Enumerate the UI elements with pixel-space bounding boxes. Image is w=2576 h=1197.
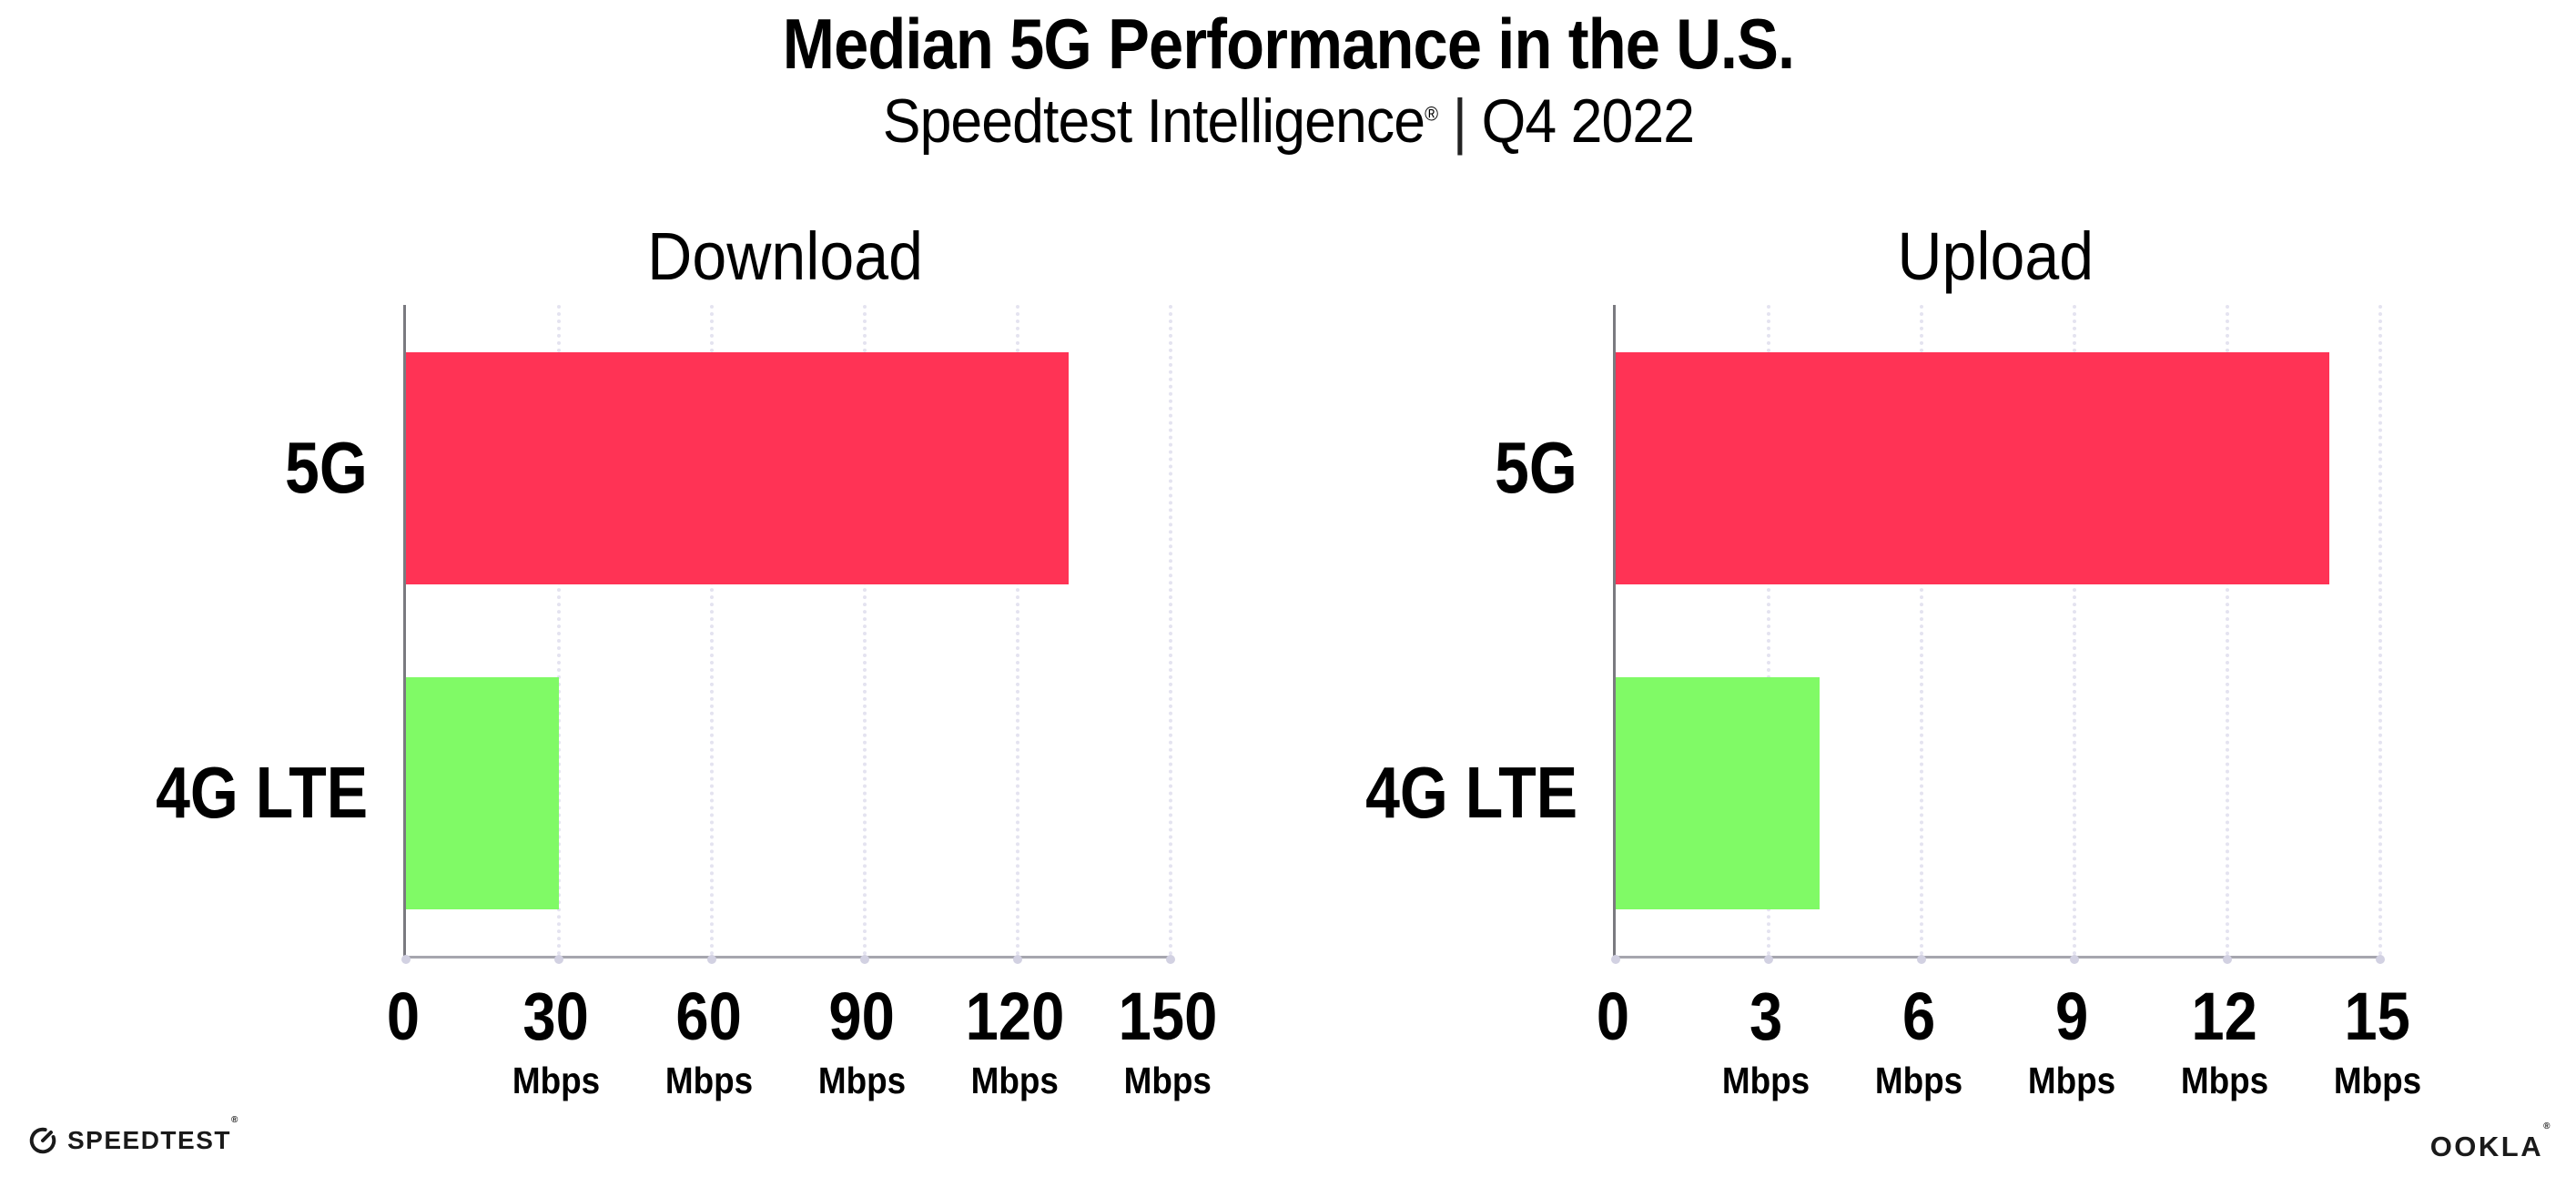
page-title: Median 5G Performance in the U.S. xyxy=(0,5,2576,82)
subtitle-separator: | xyxy=(1452,86,1466,156)
x-tick: 0 xyxy=(384,983,421,1050)
x-tick-unit: Mbps xyxy=(1123,1060,1212,1101)
axis-tick-dot xyxy=(1764,955,1773,964)
x-tick-unit: Mbps xyxy=(664,1060,754,1101)
x-tick: 6 Mbps xyxy=(1870,983,1967,1100)
x-tick: 90 Mbps xyxy=(813,983,910,1100)
x-tick: 120 Mbps xyxy=(958,983,1070,1100)
download-plot-area: 5G 4G LTE xyxy=(156,305,1175,964)
axis-tick-dot xyxy=(401,955,411,964)
bar xyxy=(1616,677,1820,910)
x-tick-label: 15 xyxy=(2344,979,2411,1054)
speedtest-wordmark: SPEEDTEST® xyxy=(67,1115,239,1155)
gridline xyxy=(1767,305,1770,956)
registered-mark: ® xyxy=(2543,1121,2552,1131)
gridline xyxy=(2073,305,2076,956)
upload-plot-area: 5G 4G LTE xyxy=(1365,305,2385,964)
x-tick-label: 30 xyxy=(522,979,590,1054)
gridline xyxy=(1920,305,1923,956)
upload-x-axis-ticks: 0 3 Mbps 6 Mbps 9 Mbps 12 Mbps 15 Mbps xyxy=(1597,983,2421,1129)
x-tick-unit: Mbps xyxy=(1874,1060,1963,1101)
speedtest-gauge-icon xyxy=(29,1127,56,1154)
axis-tick-dot xyxy=(707,955,716,964)
subtitle-brand: Speedtest Intelligence xyxy=(882,86,1425,156)
axis-tick-dot xyxy=(1917,955,1926,964)
registered-mark: ® xyxy=(1424,102,1438,126)
axis-tick-dot xyxy=(860,955,869,964)
axis-tick-dot xyxy=(554,955,563,964)
ookla-logo: OOKLA® xyxy=(2429,1122,2552,1163)
category-label: 4G LTE xyxy=(1365,752,1577,834)
bar xyxy=(406,351,1069,584)
upload-chart-title: Upload xyxy=(1897,218,2094,294)
axis-tick-dot xyxy=(2376,955,2385,964)
page-title-text: Median 5G Performance in the U.S. xyxy=(782,4,1794,84)
x-tick-unit: Mbps xyxy=(1721,1060,1810,1101)
gridline xyxy=(710,305,714,956)
x-tick-label: 3 xyxy=(1749,979,1783,1054)
x-tick-label: 120 xyxy=(965,979,1065,1054)
x-tick: 3 Mbps xyxy=(1717,983,1814,1100)
x-tick-label: 60 xyxy=(675,979,743,1054)
x-tick: 150 Mbps xyxy=(1111,983,1223,1100)
gridline xyxy=(557,305,561,956)
x-tick-label: 12 xyxy=(2191,979,2258,1054)
gridline xyxy=(1016,305,1019,956)
x-tick: 15 Mbps xyxy=(2328,983,2426,1100)
category-label: 5G xyxy=(1495,426,1577,508)
axis-tick-dot xyxy=(1013,955,1022,964)
gridline xyxy=(863,305,867,956)
axis-tick-dot xyxy=(1611,955,1620,964)
x-tick: 0 xyxy=(1594,983,1631,1050)
x-tick-unit: Mbps xyxy=(512,1060,601,1101)
x-tick-label: 150 xyxy=(1118,979,1218,1054)
bar xyxy=(1616,351,2329,584)
download-chart-title: Download xyxy=(647,218,924,294)
axis-tick-dot xyxy=(2223,955,2232,964)
gridline xyxy=(2378,305,2382,956)
x-tick: 30 Mbps xyxy=(507,983,604,1100)
x-tick-label: 6 xyxy=(1902,979,1936,1054)
x-tick: 60 Mbps xyxy=(660,983,757,1100)
x-tick-unit: Mbps xyxy=(2027,1060,2116,1101)
subtitle-period: Q4 2022 xyxy=(1481,86,1694,156)
download-x-axis-ticks: 0 30 Mbps 60 Mbps 90 Mbps 120 Mbps 150 Mbps xyxy=(387,983,1217,1129)
x-tick: 9 Mbps xyxy=(2023,983,2120,1100)
download-chart-panel: Download 5G 4G LTE 0 30 Mbps 60 Mbps 90 Mbps 120… xyxy=(156,218,1217,1133)
page-subtitle: Speedtest Intelligence® | Q4 2022 xyxy=(0,87,2576,156)
x-tick-unit: Mbps xyxy=(970,1060,1060,1101)
x-tick-label: 0 xyxy=(386,979,421,1054)
gridline xyxy=(1169,305,1172,956)
upload-chart-panel: Upload 5G 4G LTE 0 3 Mbps 6 Mbps 9 Mbps 12 Mbps 15… xyxy=(1365,218,2421,1133)
gridline xyxy=(2226,305,2229,956)
x-tick-unit: Mbps xyxy=(2333,1060,2422,1101)
subtitle-text: Speedtest Intelligence® | Q4 2022 xyxy=(882,86,1694,156)
axis-tick-dot xyxy=(1166,955,1175,964)
bar xyxy=(406,677,559,910)
axis-tick-dot xyxy=(2070,955,2079,964)
x-tick-unit: Mbps xyxy=(817,1060,907,1101)
x-tick-label: 9 xyxy=(2054,979,2089,1054)
category-label: 4G LTE xyxy=(156,752,368,834)
x-tick-unit: Mbps xyxy=(2180,1060,2269,1101)
registered-mark: ® xyxy=(230,1115,239,1125)
category-label: 5G xyxy=(285,426,368,508)
x-tick: 12 Mbps xyxy=(2175,983,2273,1100)
speedtest-logo: SPEEDTEST® xyxy=(27,1115,239,1156)
x-tick-label: 90 xyxy=(828,979,896,1054)
ookla-wordmark: OOKLA xyxy=(2429,1131,2544,1162)
x-tick-label: 0 xyxy=(1596,979,1630,1054)
